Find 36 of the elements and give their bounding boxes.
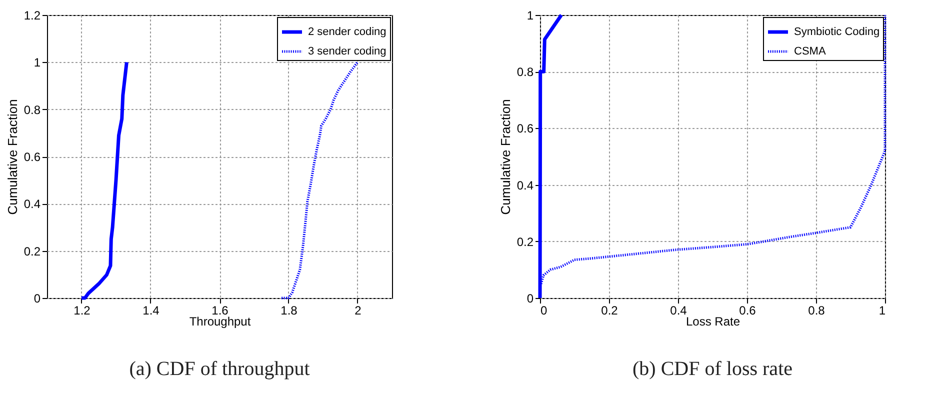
legend-label: 3 sender coding	[308, 46, 386, 58]
y-tick-label: 0.8	[516, 65, 534, 80]
x-tick-label: 0.2	[601, 304, 618, 318]
y-tick-label: 0.8	[24, 102, 41, 117]
x-tick-label: 1.4	[142, 304, 160, 318]
x-tick-label: 1	[878, 304, 886, 318]
y-tick-label: 0.2	[516, 234, 534, 249]
x-axis-title: Throughput	[189, 314, 252, 328]
text: (b) CDF of loss rate	[632, 358, 793, 380]
x-tick-label: 0.4	[670, 304, 688, 318]
legend-label: CSMA	[794, 46, 826, 58]
y-tick-label: 0	[34, 292, 41, 306]
y-tick-label: 0	[526, 292, 534, 306]
y-tick-label: 0.6	[24, 150, 41, 164]
y-axis-title: Cumulative Fraction	[498, 99, 513, 215]
x-tick-label: 0	[540, 304, 548, 318]
legend-label: Symbiotic Coding	[794, 26, 880, 38]
x-tick-label: 0.8	[808, 304, 826, 318]
x-tick-label: 0.6	[739, 304, 756, 318]
x-tick-label: 1.2	[74, 304, 91, 318]
text: (a) CDF of throughput	[129, 358, 310, 380]
y-tick-label: 0.6	[516, 122, 534, 136]
line-series	[80, 60, 128, 300]
x-tick-label: 1.6	[212, 304, 229, 318]
x-tick-label: 2	[354, 304, 362, 318]
y-tick-label: 0.4	[24, 197, 41, 212]
y-tick-label: 1.2	[24, 8, 41, 22]
y-axis-title: Cumulative Fraction	[4, 99, 20, 215]
y-tick-label: 1	[34, 56, 41, 70]
y-tick-label: 0.4	[516, 178, 534, 192]
legend-label: 2 sender coding	[308, 26, 386, 38]
x-axis-title: Loss Rate	[686, 314, 740, 328]
y-tick-label: 0.2	[24, 244, 41, 258]
x-tick-label: 1.8	[280, 304, 298, 318]
y-tick-label: 1	[526, 8, 534, 22]
line-series	[280, 60, 359, 300]
